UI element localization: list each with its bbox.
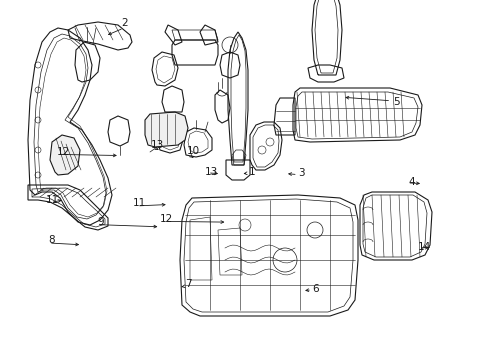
Text: 12: 12: [159, 214, 173, 224]
Text: 9: 9: [97, 217, 103, 227]
Text: 2: 2: [121, 18, 128, 28]
Text: 11: 11: [132, 198, 146, 208]
Text: 12: 12: [57, 147, 70, 157]
Text: 10: 10: [186, 146, 199, 156]
Text: 4: 4: [407, 177, 414, 187]
Text: 3: 3: [298, 168, 305, 178]
Text: 6: 6: [311, 284, 318, 294]
Polygon shape: [145, 112, 187, 147]
Text: 13: 13: [204, 167, 218, 177]
Text: 7: 7: [184, 279, 191, 289]
Text: 1: 1: [248, 167, 255, 177]
Text: 13: 13: [150, 140, 164, 150]
Text: 5: 5: [392, 96, 399, 107]
Polygon shape: [50, 135, 80, 175]
Text: 11: 11: [46, 195, 60, 205]
Text: 14: 14: [416, 242, 430, 252]
Text: 8: 8: [48, 235, 55, 246]
